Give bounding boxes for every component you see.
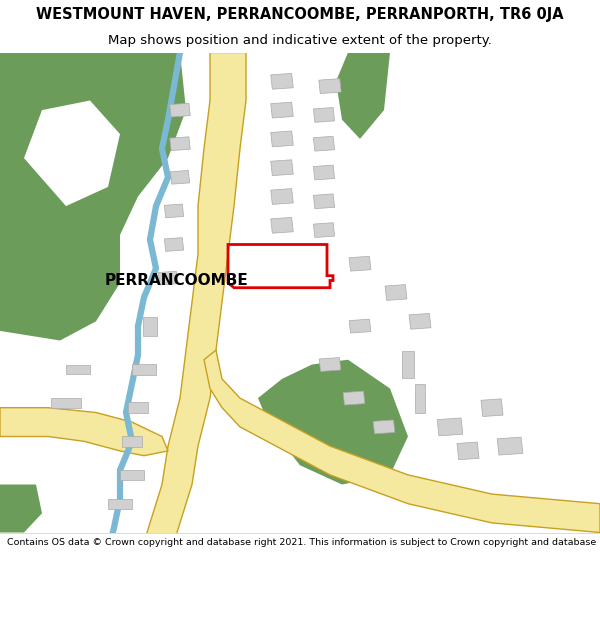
Bar (313, 107, 335, 122)
Text: WESTMOUNT HAVEN, PERRANCOOMBE, PERRANPORTH, TR6 0JA: WESTMOUNT HAVEN, PERRANCOOMBE, PERRANPOR… (36, 8, 564, 22)
Bar (313, 165, 335, 180)
Bar (164, 238, 184, 251)
Bar (271, 131, 293, 147)
Bar (481, 399, 503, 416)
Bar (497, 437, 523, 455)
Bar (402, 351, 414, 378)
Bar (437, 418, 463, 436)
Bar (271, 160, 293, 176)
Polygon shape (336, 52, 390, 139)
Bar (164, 204, 184, 217)
Bar (457, 442, 479, 460)
Bar (120, 469, 144, 480)
Bar (385, 284, 407, 301)
Bar (271, 102, 293, 118)
Polygon shape (0, 484, 42, 532)
Bar (158, 271, 178, 285)
Bar (343, 391, 365, 405)
Polygon shape (258, 360, 408, 484)
Bar (170, 171, 190, 184)
Bar (132, 364, 156, 375)
Bar (373, 420, 395, 434)
Bar (122, 436, 142, 447)
Polygon shape (0, 408, 168, 456)
Polygon shape (24, 101, 120, 206)
Bar (313, 194, 335, 209)
Bar (313, 222, 335, 238)
Text: Map shows position and indicative extent of the property.: Map shows position and indicative extent… (108, 34, 492, 48)
Bar (415, 384, 425, 412)
Polygon shape (0, 52, 186, 341)
Bar (128, 402, 148, 413)
Bar (51, 398, 81, 408)
Text: PERRANCOOMBE: PERRANCOOMBE (105, 273, 249, 288)
Bar (66, 364, 90, 374)
Polygon shape (144, 52, 246, 542)
Bar (271, 189, 293, 204)
Bar (313, 136, 335, 151)
Bar (170, 137, 190, 151)
Bar (349, 319, 371, 333)
Bar (108, 499, 132, 509)
Bar (143, 316, 157, 336)
Text: Contains OS data © Crown copyright and database right 2021. This information is : Contains OS data © Crown copyright and d… (7, 538, 600, 547)
Bar (170, 103, 190, 117)
Bar (349, 256, 371, 271)
Bar (271, 73, 293, 89)
Bar (271, 217, 293, 233)
Bar (409, 313, 431, 329)
Bar (319, 79, 341, 94)
Bar (319, 357, 341, 371)
Polygon shape (204, 350, 600, 532)
